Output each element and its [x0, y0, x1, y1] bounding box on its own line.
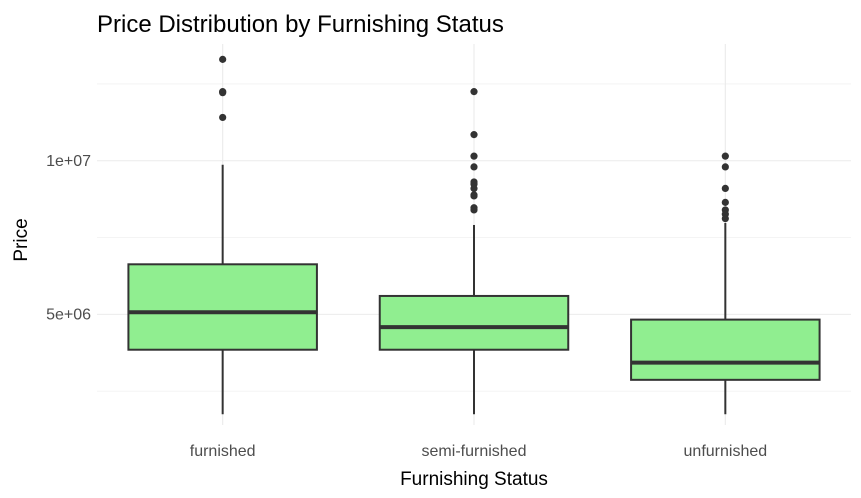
outlier-point [470, 204, 478, 212]
x-tick-label: unfurnished [684, 443, 768, 460]
boxes [127, 55, 821, 415]
outlier-point [470, 192, 478, 200]
y-axis-title: Price [11, 218, 32, 261]
outlier-point [721, 152, 729, 160]
outlier-point [470, 163, 478, 171]
x-tick-label: semi-furnished [422, 443, 527, 460]
box-iqr [127, 263, 318, 351]
box-furnished [127, 55, 318, 415]
outlier-point [470, 88, 478, 96]
outlier-point [721, 198, 729, 206]
box-iqr [630, 318, 821, 381]
outlier-point [721, 184, 729, 193]
x-axis-title: Furnishing Status [400, 469, 548, 490]
outlier-point [470, 152, 478, 160]
outlier-point [470, 184, 478, 193]
outlier-point [721, 163, 729, 171]
x-tick-label: furnished [190, 443, 256, 460]
outlier-point [219, 55, 227, 63]
chart-title: Price Distribution by Furnishing Status [97, 11, 504, 38]
y-tick-label: 5e+06 [46, 306, 91, 323]
box-unfurnished [630, 152, 821, 415]
y-tick-label: 1e+07 [46, 153, 91, 170]
box-semi-furnished [378, 88, 570, 415]
outlier-point [219, 89, 227, 97]
outlier-point [470, 131, 478, 139]
tick-labels: 5e+06 1e+07 furnished semi-furnished unfurni… [46, 153, 767, 460]
box-iqr [378, 294, 570, 351]
outlier-point [219, 113, 227, 122]
outlier-point [721, 214, 729, 223]
